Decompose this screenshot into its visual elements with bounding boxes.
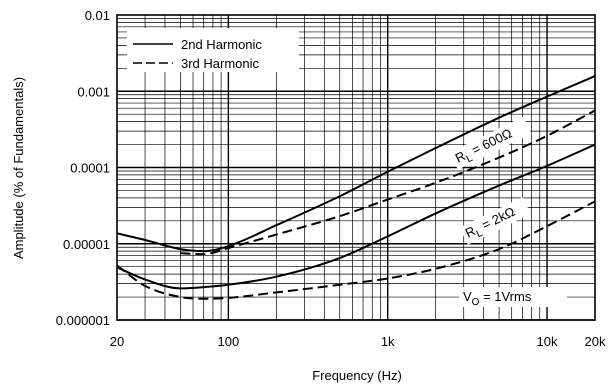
x-tick-label: 100 — [218, 334, 240, 349]
curve-2nd-harmonic-rl-600 — [116, 75, 596, 253]
annotation-rl-2k-bg — [459, 196, 531, 245]
y-tick-label: 0.01 — [85, 8, 110, 23]
curve-3rd-harmonic-rl-2k — [116, 200, 596, 300]
y-tick-label: 0.000001 — [56, 313, 110, 328]
legend-entry-2nd-harmonic: 2nd Harmonic — [181, 37, 262, 52]
series-curves — [116, 75, 596, 300]
legend-box — [127, 28, 299, 72]
svg-text:VO = 1Vrms: VO = 1Vrms — [463, 289, 532, 308]
svg-text:RL = 2kΩ: RL = 2kΩ — [463, 204, 519, 245]
curve-3rd-harmonic-rl-600 — [180, 109, 596, 256]
legend-entry-3rd-harmonic: 3rd Harmonic — [181, 56, 260, 71]
y-tick-label: 0.001 — [77, 84, 110, 99]
x-tick-label: 10k — [537, 334, 558, 349]
y-tick-label: 0.0001 — [70, 161, 110, 176]
x-axis-title: Frequency (Hz) — [312, 368, 402, 383]
tick-labels: 20 100 1k 10k 20k 0.01 0.001 0.0001 0.00001 0.000… — [56, 8, 606, 349]
x-tick-label: 20k — [585, 334, 606, 349]
curve-2nd-harmonic-rl-2k — [116, 143, 596, 290]
annotation-vo: VO = 1Vrms — [459, 287, 567, 308]
annotation-rl-600-bg — [449, 116, 532, 170]
annotation-rl-2k: RL = 2kΩ — [459, 196, 531, 245]
x-tick-label: 1k — [381, 334, 395, 349]
legend: 2nd Harmonic 3rd Harmonic — [127, 28, 299, 72]
annotation-rl-600: RL = 600Ω — [449, 116, 532, 170]
y-axis-title: Amplitude (% of Fundamentals) — [11, 77, 26, 259]
y-tick-label: 0.00001 — [63, 237, 110, 252]
plot-frame — [116, 14, 596, 321]
x-tick-label: 20 — [110, 334, 124, 349]
annotation-vo-bg — [459, 287, 567, 307]
